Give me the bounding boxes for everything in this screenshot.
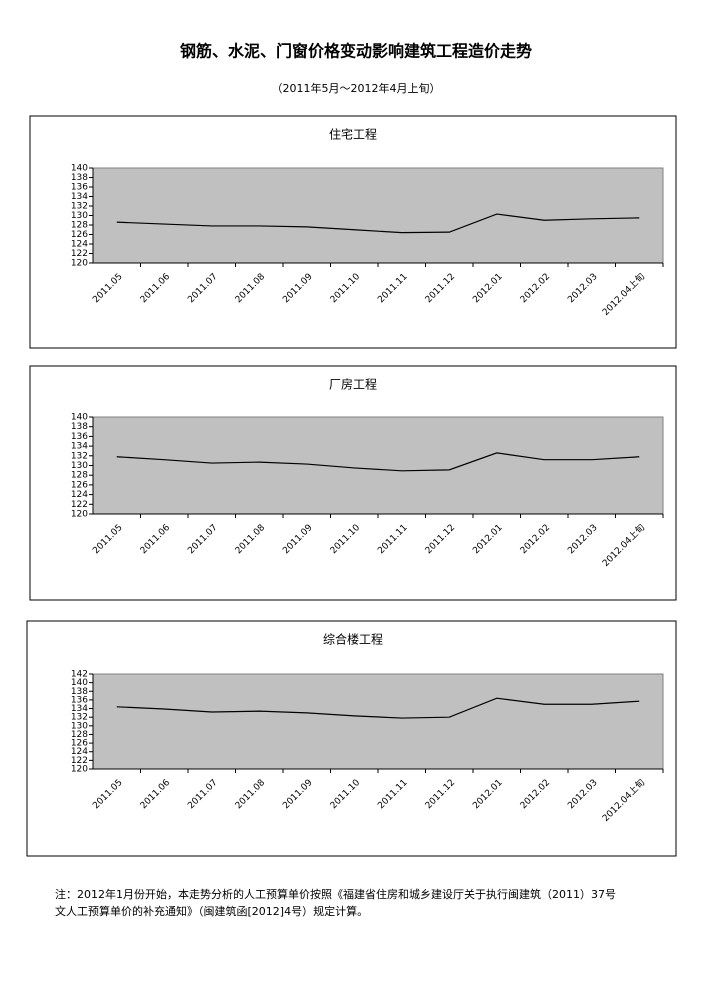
x-tick-label: 2012.02 xyxy=(519,523,552,556)
y-tick-label: 138 xyxy=(71,687,88,697)
x-tick-label: 2011.10 xyxy=(329,523,363,557)
x-tick-label: 2011.08 xyxy=(234,523,268,557)
y-tick-label: 134 xyxy=(71,442,88,452)
y-tick-label: 124 xyxy=(71,747,88,757)
y-tick-label: 130 xyxy=(71,721,88,731)
chart-title: 厂房工程 xyxy=(329,377,377,392)
y-tick-label: 138 xyxy=(71,173,88,183)
y-tick-label: 126 xyxy=(71,739,88,749)
x-tick-label: 2011.09 xyxy=(281,778,315,812)
x-tick-label: 2011.06 xyxy=(139,778,173,812)
y-tick-label: 140 xyxy=(71,678,88,688)
x-tick-label: 2012.04上旬 xyxy=(600,776,648,824)
x-tick-label: 2011.05 xyxy=(91,272,124,305)
y-tick-label: 128 xyxy=(71,730,88,740)
page-title: 钢筋、水泥、门窗价格变动影响建筑工程造价走势 xyxy=(180,42,532,61)
chart-title: 住宅工程 xyxy=(329,127,377,142)
x-tick-label: 2011.06 xyxy=(139,272,173,306)
x-tick-label: 2011.09 xyxy=(281,272,315,306)
y-tick-label: 120 xyxy=(71,765,88,775)
plot-area xyxy=(92,416,664,515)
x-tick-label: 2012.02 xyxy=(519,272,552,305)
y-tick-label: 122 xyxy=(71,249,88,259)
y-tick-label: 136 xyxy=(71,183,88,193)
x-tick-label: 2011.12 xyxy=(424,272,457,305)
note: 文人工预算单价的补充通知》（闽建筑函[2012]4号）规定计算。 xyxy=(55,904,368,918)
x-tick-label: 2011.05 xyxy=(91,523,124,556)
chart-title: 综合楼工程 xyxy=(323,632,383,647)
y-tick-label: 142 xyxy=(71,670,88,680)
y-tick-label: 120 xyxy=(71,259,88,269)
x-tick-label: 2012.04上旬 xyxy=(600,521,648,569)
y-tick-label: 132 xyxy=(71,451,88,461)
y-tick-label: 136 xyxy=(71,432,88,442)
x-tick-label: 2011.11 xyxy=(376,778,409,811)
x-tick-label: 2011.09 xyxy=(281,523,315,557)
y-tick-label: 126 xyxy=(71,480,88,490)
x-tick-label: 2012.03 xyxy=(566,272,599,305)
y-tick-label: 122 xyxy=(71,756,88,766)
x-tick-label: 2011.07 xyxy=(186,272,219,305)
y-tick-label: 130 xyxy=(71,211,88,221)
x-tick-label: 2012.01 xyxy=(471,272,504,305)
x-tick-label: 2011.07 xyxy=(186,778,219,811)
y-tick-label: 128 xyxy=(71,221,88,231)
plot-area xyxy=(92,167,664,264)
x-tick-label: 2012.03 xyxy=(566,778,599,811)
y-tick-label: 124 xyxy=(71,490,88,500)
x-tick-label: 2011.07 xyxy=(186,523,219,556)
y-tick-label: 128 xyxy=(71,471,88,481)
page-subtitle: （2011年5月～2012年4月上旬） xyxy=(272,81,441,95)
y-tick-label: 140 xyxy=(71,413,88,423)
y-tick-label: 126 xyxy=(71,230,88,240)
y-tick-label: 132 xyxy=(71,713,88,723)
x-tick-label: 2011.06 xyxy=(139,523,173,557)
x-tick-label: 2012.04上旬 xyxy=(600,270,648,318)
x-tick-label: 2012.01 xyxy=(471,523,504,556)
x-tick-label: 2012.01 xyxy=(471,778,504,811)
x-tick-label: 2011.08 xyxy=(234,272,268,306)
x-tick-label: 2012.03 xyxy=(566,523,599,556)
x-tick-label: 2011.12 xyxy=(424,523,457,556)
chart-frame xyxy=(26,620,677,857)
note: 注：2012年1月份开始，本走势分析的人工预算单价按照《福建省住房和城乡建设厅关… xyxy=(55,887,616,901)
x-tick-label: 2011.08 xyxy=(234,778,268,812)
y-tick-label: 124 xyxy=(71,240,88,250)
data-line xyxy=(116,452,640,472)
y-tick-label: 134 xyxy=(71,704,88,714)
data-line xyxy=(116,697,640,719)
y-tick-label: 130 xyxy=(71,461,88,471)
x-tick-label: 2012.02 xyxy=(519,778,552,811)
data-line xyxy=(116,213,640,234)
chart-frame xyxy=(29,365,677,601)
y-tick-label: 120 xyxy=(71,510,88,520)
y-tick-label: 140 xyxy=(71,164,88,174)
x-tick-label: 2011.12 xyxy=(424,778,457,811)
x-tick-label: 2011.10 xyxy=(329,272,363,306)
x-tick-label: 2011.10 xyxy=(329,778,363,812)
y-tick-label: 122 xyxy=(71,500,88,510)
y-tick-label: 134 xyxy=(71,192,88,202)
y-tick-label: 138 xyxy=(71,422,88,432)
plot-area xyxy=(92,673,664,770)
y-tick-label: 136 xyxy=(71,695,88,705)
x-tick-label: 2011.11 xyxy=(376,523,409,556)
y-tick-label: 132 xyxy=(71,202,88,212)
chart-frame xyxy=(29,115,677,349)
x-tick-label: 2011.05 xyxy=(91,778,124,811)
x-tick-label: 2011.11 xyxy=(376,272,409,305)
